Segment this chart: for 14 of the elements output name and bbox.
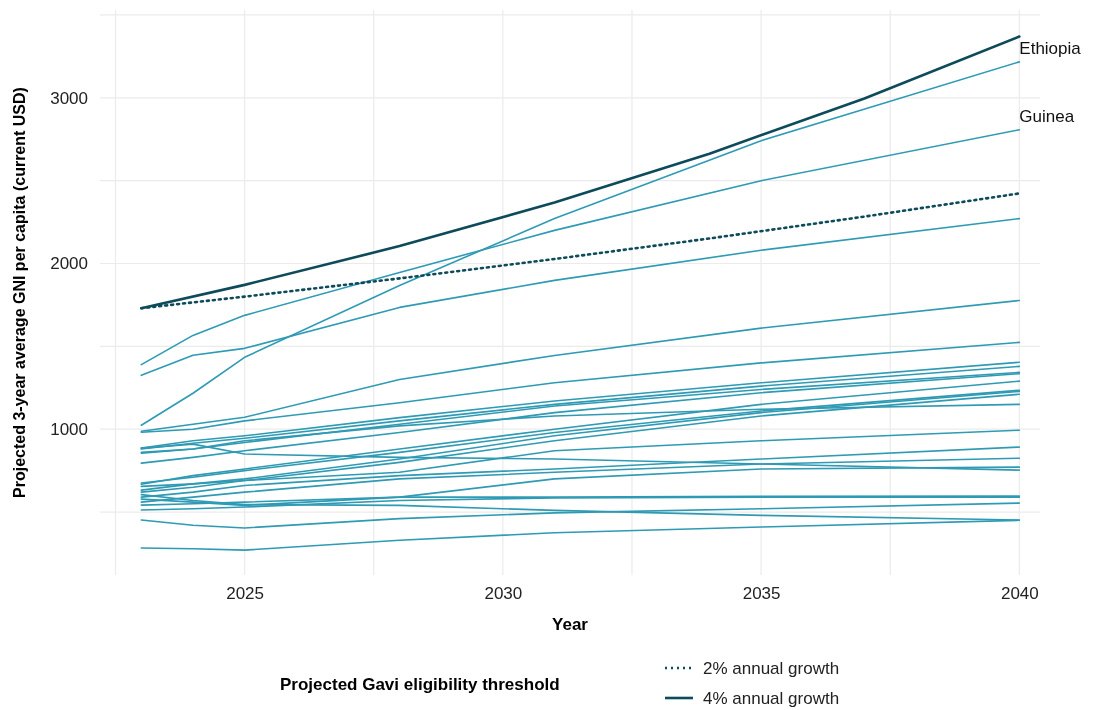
y-tick-label: 1000 [50, 420, 88, 440]
y-tick-label: 3000 [50, 88, 88, 108]
x-tick-label: 2035 [742, 584, 781, 604]
legend-label: 2% annual growth [703, 659, 840, 678]
series-label: Ethiopia [1019, 38, 1082, 58]
y-axis-title: Projected 3-year average GNI per capita (current USD) [11, 87, 28, 498]
legend-label: 4% annual growth [703, 689, 840, 708]
x-tick-label: 2025 [226, 584, 265, 604]
x-tick-label: 2040 [1000, 584, 1039, 604]
x-tick-label: 2030 [484, 584, 523, 604]
series-label: Guinea [1019, 106, 1075, 126]
x-axis-title: Year [552, 615, 589, 634]
legend-title: Projected Gavi eligibility threshold [280, 675, 560, 694]
y-tick-label: 2000 [50, 254, 88, 274]
